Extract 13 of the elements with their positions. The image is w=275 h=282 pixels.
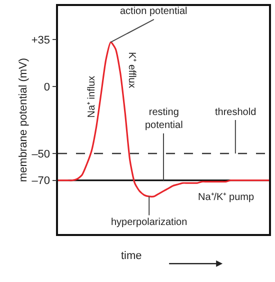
- y-tick-label: –50: [32, 148, 50, 160]
- x-axis-title: time: [121, 250, 142, 262]
- annotation: action potential: [120, 6, 188, 17]
- y-tick-label: +35: [31, 34, 50, 46]
- y-tick-label: –70: [32, 175, 50, 188]
- ref-line-label: threshold: [215, 107, 256, 118]
- y-tick-label: 0: [44, 81, 50, 94]
- ref-line-label: resting potential: [145, 107, 183, 131]
- annotation: Na⁺/K⁺ pump: [198, 192, 254, 203]
- annotation: hyperpolarization: [111, 217, 188, 228]
- annotation: Na⁺ influx: [86, 76, 98, 118]
- annotation: K⁺ efflux: [126, 52, 137, 88]
- y-axis-title: membrane potential (mV): [18, 58, 30, 182]
